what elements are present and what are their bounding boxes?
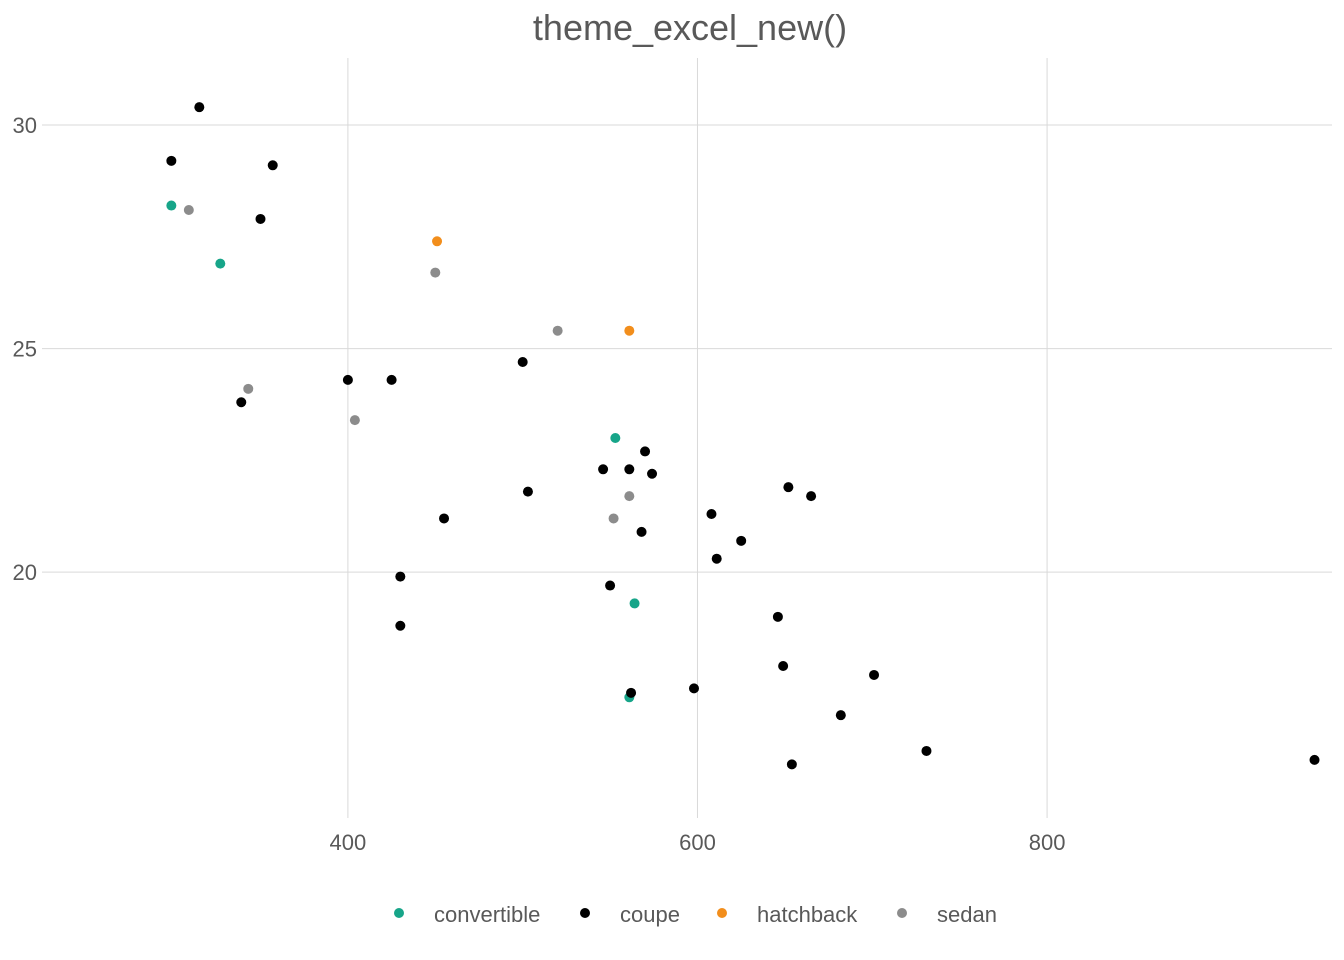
point-hatchback	[624, 325, 635, 336]
point-hatchback	[432, 236, 443, 247]
point-coupe	[166, 155, 177, 166]
point-coupe	[688, 683, 699, 694]
point-coupe	[647, 468, 658, 479]
point-sedan	[183, 205, 194, 215]
point-coupe	[806, 491, 817, 502]
legend-key-sedan	[897, 908, 907, 918]
x-tick-label: 400	[330, 830, 367, 855]
point-coupe	[772, 611, 783, 622]
legend-key-convertible	[394, 908, 404, 918]
point-coupe	[517, 357, 528, 367]
point-sedan	[349, 415, 360, 426]
point-sedan	[624, 491, 635, 502]
point-coupe	[386, 374, 397, 385]
point-coupe	[395, 620, 406, 631]
y-tick-label: 25	[13, 337, 37, 362]
point-coupe	[921, 745, 932, 756]
point-convertible	[629, 598, 640, 609]
point-coupe	[711, 553, 722, 564]
point-convertible	[215, 258, 226, 269]
point-sedan	[430, 267, 441, 278]
legend-label-convertible: convertible	[434, 902, 540, 927]
chart-title: theme_excel_new()	[533, 7, 847, 48]
point-coupe	[640, 446, 651, 457]
point-coupe	[636, 526, 647, 537]
legend-label-sedan: sedan	[937, 902, 997, 927]
legend-key-coupe	[580, 908, 590, 918]
y-tick-label: 20	[13, 560, 37, 585]
point-sedan	[608, 513, 619, 524]
legend-label-hatchback: hatchback	[757, 902, 858, 927]
legend-label-coupe: coupe	[620, 902, 680, 927]
point-sedan	[243, 383, 254, 394]
x-axis-ticks: 400 600 800	[330, 830, 1066, 855]
point-coupe	[522, 486, 533, 497]
point-convertible	[610, 433, 621, 443]
point-coupe	[1309, 754, 1320, 765]
point-coupe	[778, 661, 789, 671]
point-coupe	[783, 482, 794, 493]
point-convertible	[166, 200, 177, 211]
x-tick-label: 800	[1029, 830, 1066, 855]
point-coupe	[626, 687, 637, 698]
point-coupe	[605, 580, 616, 591]
point-coupe	[267, 160, 278, 171]
point-coupe	[598, 464, 609, 475]
point-coupe	[342, 374, 353, 385]
y-tick-label: 30	[13, 113, 37, 138]
grid-lines	[42, 58, 1332, 818]
legend: convertible coupe hatchback sedan	[394, 902, 997, 927]
point-coupe	[255, 213, 266, 224]
point-coupe	[236, 397, 247, 408]
y-axis-ticks: 20 25 30	[13, 113, 37, 585]
point-coupe	[706, 509, 717, 519]
point-coupe	[786, 759, 797, 770]
point-coupe	[736, 535, 747, 546]
x-tick-label: 600	[679, 830, 716, 855]
point-coupe	[624, 464, 635, 475]
point-sedan	[552, 325, 563, 336]
data-points	[166, 102, 1320, 770]
point-coupe	[439, 513, 450, 524]
point-coupe	[869, 669, 880, 680]
point-coupe	[835, 710, 846, 721]
point-coupe	[395, 571, 406, 582]
point-coupe	[194, 102, 205, 113]
legend-key-hatchback	[717, 908, 727, 918]
